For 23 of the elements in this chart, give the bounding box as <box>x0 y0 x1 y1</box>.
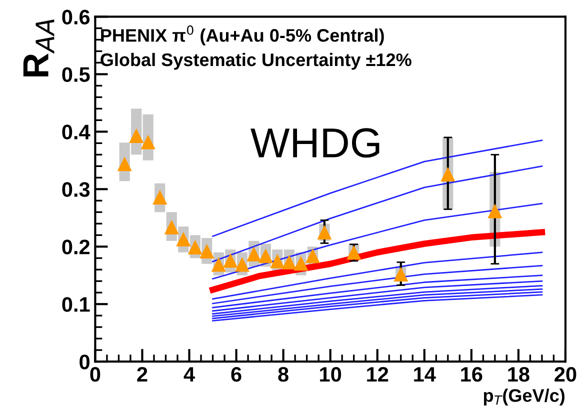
y-axis-title: R$_{AA}$ <box>23 20 54 76</box>
y-tick-label: 0.6 <box>62 10 90 24</box>
x-tick-label: 18 <box>508 366 530 382</box>
annotation: PHENIX π$^{0}$ (Au+Au 0-5% Central) <box>101 25 384 46</box>
annotation: WHDG <box>250 128 380 158</box>
x-tick-label: 6 <box>231 366 242 382</box>
x-tick-label: 10 <box>320 366 342 382</box>
y-tick-label: 0.2 <box>62 240 90 254</box>
annotation: Global Systematic Uncertainty ±12% <box>100 52 412 70</box>
y-tick-label: 0.5 <box>62 67 90 82</box>
x-tick-label: 14 <box>414 367 436 382</box>
x-tick-label: 20 <box>554 366 576 382</box>
x-tick-label: 12 <box>367 366 388 382</box>
y-tick-label: 0.1 <box>62 297 90 312</box>
y-tick-label: 0.3 <box>62 182 90 197</box>
x-tick-label: 0 <box>90 366 100 382</box>
x-tick-label: 4 <box>184 367 195 382</box>
x-tick-label: 8 <box>278 366 288 382</box>
y-tick-label: 0.4 <box>62 124 90 140</box>
x-tick-label: 16 <box>461 366 482 382</box>
x-axis-title: p$_{T}$(GeV/c) <box>484 388 564 406</box>
x-tick-label: 2 <box>137 366 148 382</box>
y-tick-label: 0 <box>80 354 90 370</box>
